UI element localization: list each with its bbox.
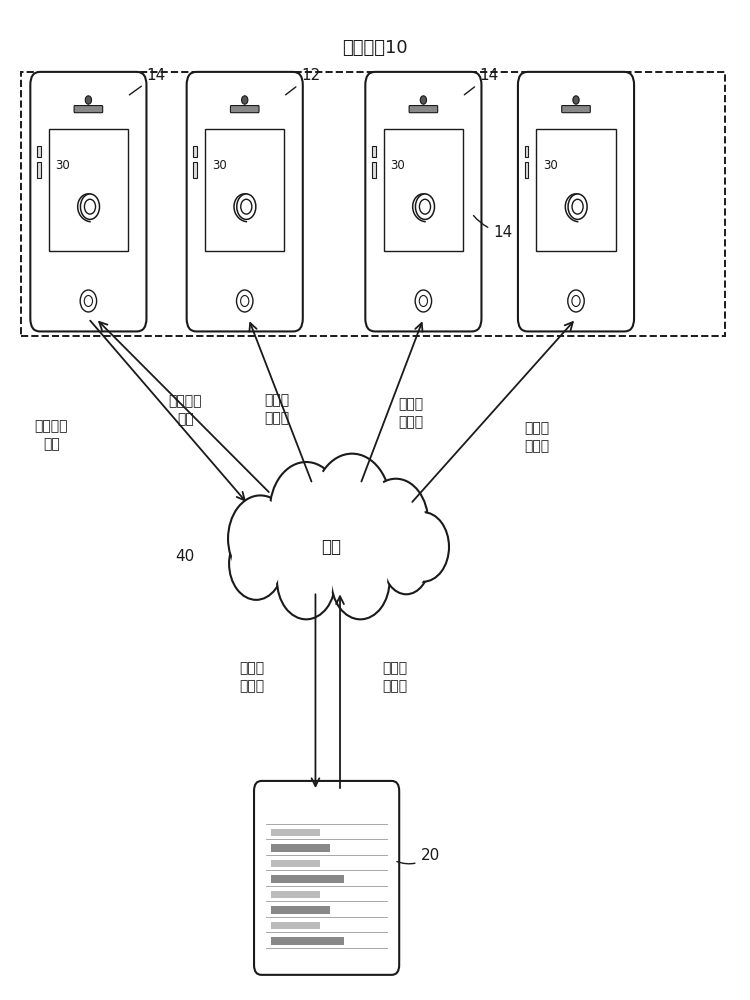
Circle shape (241, 199, 252, 214)
Text: 30: 30 (212, 159, 226, 172)
Bar (272, 922, 320, 929)
Bar (22, 72, 725, 336)
Circle shape (364, 479, 428, 565)
Circle shape (572, 199, 584, 214)
FancyBboxPatch shape (230, 106, 259, 113)
Text: 物品推
送消息: 物品推 送消息 (398, 398, 423, 429)
Circle shape (397, 512, 449, 582)
Bar (525, 162, 528, 178)
Bar (194, 162, 197, 178)
Circle shape (316, 458, 388, 553)
Text: 30: 30 (391, 159, 405, 172)
Bar (205, 129, 284, 251)
Circle shape (279, 544, 333, 616)
Text: 物品发送
请求: 物品发送 请求 (34, 419, 68, 451)
Text: 网络: 网络 (321, 538, 341, 556)
Circle shape (399, 515, 447, 579)
Text: 14: 14 (464, 68, 499, 95)
Circle shape (383, 533, 429, 594)
Bar (272, 860, 320, 867)
FancyBboxPatch shape (562, 106, 590, 113)
Circle shape (80, 194, 100, 219)
Text: 20: 20 (397, 848, 439, 864)
Text: 物品推
送消息: 物品推 送消息 (264, 394, 290, 425)
Bar (384, 129, 463, 251)
Circle shape (386, 535, 427, 592)
Bar (272, 891, 320, 898)
Circle shape (332, 541, 389, 619)
FancyBboxPatch shape (254, 781, 399, 975)
Text: 30: 30 (543, 159, 558, 172)
Bar (372, 162, 376, 178)
Circle shape (237, 194, 256, 219)
Text: 物品发
送请求: 物品发 送请求 (239, 661, 265, 693)
FancyBboxPatch shape (187, 72, 303, 331)
Circle shape (314, 454, 391, 557)
Circle shape (277, 541, 335, 619)
Text: 40: 40 (176, 549, 195, 564)
FancyBboxPatch shape (30, 72, 146, 331)
Circle shape (236, 290, 253, 312)
Circle shape (416, 290, 431, 312)
Bar (272, 937, 344, 945)
FancyBboxPatch shape (74, 106, 103, 113)
Text: 物品推
送消息: 物品推 送消息 (525, 421, 550, 453)
Circle shape (573, 96, 579, 104)
Ellipse shape (243, 495, 420, 585)
Circle shape (242, 96, 248, 104)
Bar (37, 162, 40, 178)
Text: 物品推送
消息: 物品推送 消息 (169, 395, 202, 426)
Circle shape (572, 295, 580, 306)
FancyBboxPatch shape (518, 72, 634, 331)
Circle shape (231, 499, 290, 578)
Text: 物品推
送消息: 物品推 送消息 (382, 661, 408, 693)
Circle shape (334, 544, 387, 616)
Circle shape (229, 527, 284, 600)
Circle shape (228, 495, 292, 582)
Circle shape (270, 462, 343, 559)
Bar (194, 146, 197, 157)
Text: 12: 12 (286, 68, 320, 95)
Bar (37, 146, 40, 157)
Text: 30: 30 (56, 159, 70, 172)
Text: 14: 14 (473, 216, 512, 240)
Circle shape (273, 466, 340, 556)
Circle shape (86, 96, 92, 104)
Bar (49, 129, 128, 251)
Circle shape (80, 290, 97, 312)
Circle shape (420, 96, 427, 104)
Circle shape (241, 295, 249, 306)
Circle shape (419, 199, 430, 214)
Circle shape (568, 290, 584, 312)
Circle shape (366, 482, 425, 562)
Bar (272, 875, 344, 883)
Bar (525, 146, 528, 157)
FancyBboxPatch shape (365, 72, 482, 331)
FancyBboxPatch shape (409, 106, 438, 113)
Bar (536, 129, 616, 251)
Circle shape (416, 194, 434, 219)
Circle shape (568, 194, 587, 219)
Ellipse shape (224, 484, 442, 602)
Bar (272, 829, 320, 836)
Circle shape (231, 530, 281, 597)
Circle shape (84, 295, 92, 306)
Bar (372, 146, 376, 157)
Circle shape (85, 199, 95, 214)
Bar (272, 906, 329, 914)
Text: 终端设备10: 终端设备10 (342, 39, 408, 57)
Bar (272, 844, 329, 852)
Text: 14: 14 (129, 68, 166, 95)
Circle shape (419, 295, 428, 306)
